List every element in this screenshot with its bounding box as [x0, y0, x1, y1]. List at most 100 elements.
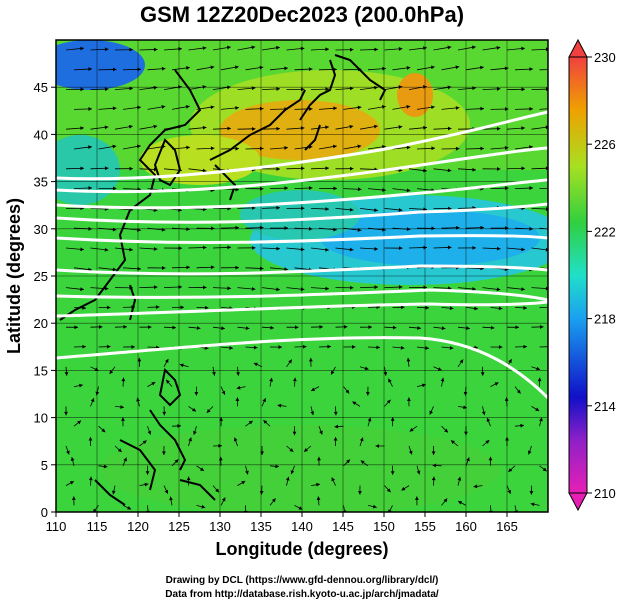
wind-vector-head [346, 459, 350, 464]
wind-vector-head [382, 227, 386, 232]
wind-vector-head [101, 428, 106, 433]
wind-vector-head [284, 226, 288, 230]
wind-vector-head [357, 491, 362, 495]
wind-vector-head [357, 187, 362, 192]
wind-vector-head [162, 411, 167, 416]
wind-vector-head [359, 437, 364, 442]
lon-tick-label: 130 [209, 519, 231, 534]
wind-vector-head [179, 363, 184, 368]
wind-vector-head [327, 344, 331, 349]
wind-vector-head [325, 125, 329, 130]
lon-tick-label: 135 [250, 519, 272, 534]
wind-vector-head [164, 489, 169, 494]
wind-vector-head [488, 456, 493, 461]
wind-vector-head [95, 391, 100, 396]
wind-vector-head [210, 65, 215, 70]
wind-vector-head [473, 484, 478, 489]
wind-vector-head [210, 146, 215, 151]
wind-vector-head [204, 305, 209, 310]
colorbar-ticks: 230 226 222 218 214 210 [587, 50, 616, 501]
wind-vector-head [153, 124, 158, 129]
wind-vector-head [398, 85, 403, 90]
wind-vector-head [221, 390, 226, 395]
wind-vector-head [520, 423, 524, 428]
wind-vector-head [188, 437, 192, 442]
wind-vector-head [178, 47, 182, 51]
wind-vector-head [437, 367, 442, 371]
wind-vector-head [161, 451, 166, 455]
wind-vector-head [375, 444, 380, 448]
wind-vector-head [276, 45, 280, 50]
wind-vector-head [331, 477, 335, 482]
wind-vector-head [234, 65, 239, 70]
wind-vector-head [319, 325, 323, 329]
wind-vector-head [423, 46, 427, 51]
wind-vector-head [80, 126, 84, 131]
wind-vector-head [521, 87, 525, 92]
wind-vector-head [390, 417, 395, 421]
wind-vector-head [161, 105, 166, 109]
wind-vector-head [507, 489, 511, 494]
wind-vector [539, 227, 548, 230]
wind-vector-head [196, 326, 201, 330]
lon-tick-label: 145 [332, 519, 354, 534]
wind-vector-head [472, 86, 476, 91]
wind-vector-head [300, 87, 305, 92]
wind-vector-head [349, 124, 354, 129]
wind-vector-head [406, 397, 411, 401]
wind-vector-head [316, 496, 321, 501]
wind-vector-head [218, 443, 222, 448]
wind-vector-head [417, 326, 421, 330]
wind-vector-head [441, 326, 446, 331]
wind-vector-head [227, 286, 231, 291]
wind-vector-head [386, 488, 391, 493]
wind-vector-head [458, 501, 463, 505]
wind-vector-head [554, 187, 558, 191]
wind-vector-head [425, 346, 429, 350]
wind-vector-head [88, 226, 92, 231]
wind-vector-head [271, 498, 276, 503]
wind-vector-head [88, 67, 92, 72]
wind-vector-head [325, 247, 329, 252]
wind-vector-head [277, 403, 282, 408]
wind-vector-head [229, 346, 233, 350]
wind-vector-head [235, 187, 239, 192]
wind-vector-head [166, 379, 170, 384]
wind-vector-head [111, 490, 116, 495]
wind-vector-head [202, 85, 207, 89]
wind-vector-head [147, 430, 152, 435]
wind-vector-head [504, 107, 509, 112]
wind-vector-head [376, 345, 380, 350]
wind-vector-head [202, 125, 207, 130]
wind-vector-head [172, 325, 176, 330]
wind-vector-head [447, 45, 452, 50]
colorbar-scale [568, 56, 588, 494]
wind-vector-head [515, 325, 519, 330]
lat-tick-label: 35 [34, 175, 48, 190]
wind-vector-head [496, 87, 501, 91]
colorbar-tick-label: 214 [594, 399, 616, 414]
wind-vector-head [447, 168, 452, 173]
wind-vector-head [401, 486, 406, 491]
wind-vector-head [112, 106, 117, 111]
wind-vector-head [210, 226, 215, 231]
wind-vector-head [455, 146, 460, 151]
wind-vector-head [80, 166, 84, 171]
wind-vector-head [210, 105, 215, 110]
wind-vector-head [414, 496, 419, 500]
wind-vector-head [431, 476, 436, 481]
wind-vector-head [357, 228, 362, 232]
wind-vector-head [259, 186, 264, 191]
wind-vector-head [406, 357, 411, 362]
wind-vector-head [129, 166, 133, 171]
wind-vector-head [349, 47, 354, 52]
wind-vector-head [317, 456, 321, 461]
wind-vector [147, 505, 149, 512]
wind-vector-head [151, 382, 156, 386]
wind-vector-head [521, 126, 525, 131]
wind-vector-head [400, 305, 405, 310]
wind-vector-head [398, 125, 403, 129]
wind-vector-head [276, 287, 280, 292]
wind-vector-head [300, 206, 305, 211]
wind-vector-head [221, 326, 225, 331]
